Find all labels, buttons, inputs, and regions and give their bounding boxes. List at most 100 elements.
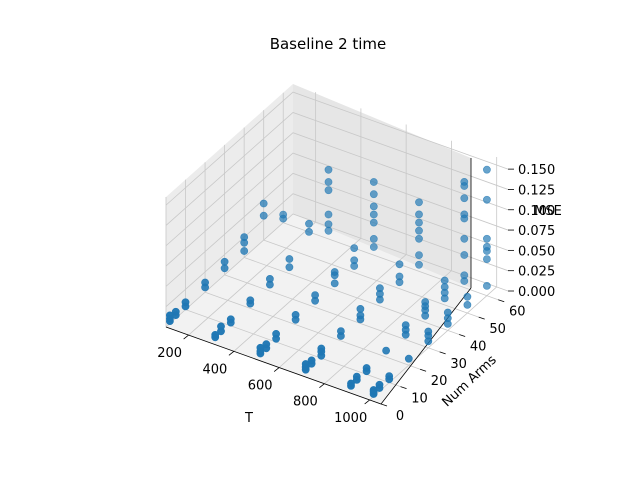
data-point <box>324 178 333 186</box>
x-tick-label: 200 <box>157 346 182 361</box>
data-point <box>460 234 469 243</box>
data-point <box>165 311 174 320</box>
data-point <box>415 226 423 235</box>
data-point <box>401 321 410 329</box>
data-point <box>324 226 333 235</box>
y-tick-label: 40 <box>470 339 487 354</box>
data-point <box>369 243 378 251</box>
y-tick-label: 10 <box>411 392 428 407</box>
data-point <box>217 322 225 331</box>
y-tick-mark <box>419 368 427 372</box>
y-tick-mark <box>439 351 446 355</box>
data-point <box>311 291 319 299</box>
data-point <box>482 234 491 243</box>
data-point <box>226 315 235 324</box>
data-point <box>356 304 365 313</box>
data-point <box>395 260 404 269</box>
data-point <box>404 354 413 363</box>
x-tick-mark <box>273 367 280 372</box>
chart-title: Baseline 2 time <box>270 35 387 53</box>
left-wall-pane <box>166 84 293 327</box>
z-tick-label: 0.075 <box>518 224 555 239</box>
z-tick-label: 0.025 <box>518 265 555 280</box>
z-gridline <box>165 152 509 267</box>
z-axis-label: MSE <box>534 204 562 219</box>
data-point <box>324 186 333 195</box>
data-point <box>285 255 294 263</box>
x-tick-label: 400 <box>202 362 227 377</box>
data-point <box>460 177 469 186</box>
y-tick-mark <box>459 334 466 337</box>
data-point <box>272 329 280 338</box>
data-point <box>440 283 449 291</box>
data-point <box>181 298 190 307</box>
data-point <box>369 210 378 219</box>
data-point <box>330 268 339 276</box>
gridlines <box>165 91 509 405</box>
axis-lines <box>165 158 514 407</box>
data-point <box>369 386 378 394</box>
data-point <box>259 199 268 208</box>
x-tick-mark <box>183 334 189 340</box>
x-axis-label: T <box>244 411 253 426</box>
y-tick-mark <box>400 386 407 389</box>
data-point <box>305 219 313 228</box>
data-point <box>460 251 469 259</box>
data-point <box>460 194 469 203</box>
data-point <box>415 210 423 219</box>
data-point <box>265 274 274 283</box>
floor-pane <box>166 214 471 404</box>
data-point <box>317 344 326 353</box>
data-point <box>482 255 491 263</box>
y-tick-mark <box>380 403 388 407</box>
data-point <box>395 272 404 281</box>
data-point <box>369 178 378 186</box>
data-point <box>463 292 472 301</box>
z-tick-label: 0.050 <box>518 244 555 259</box>
y-axis-label: Num Arms <box>440 353 500 411</box>
y-tick-label: 60 <box>509 305 526 320</box>
data-point <box>305 227 313 236</box>
data-point <box>460 210 469 219</box>
x-tick-mark <box>364 399 370 405</box>
y-tick-mark <box>478 316 485 320</box>
data-point <box>424 327 433 336</box>
data-point <box>246 296 255 305</box>
y-axis-line <box>380 287 472 405</box>
data-point <box>279 210 288 219</box>
data-point <box>369 234 378 243</box>
y-tick-mark <box>498 299 505 303</box>
data-point <box>171 307 180 316</box>
data-point <box>369 190 378 199</box>
data-point <box>440 276 449 285</box>
data-point <box>362 364 371 372</box>
data-point <box>350 244 359 252</box>
data-point <box>324 210 333 219</box>
data-point <box>415 198 423 207</box>
z-tick-label: 0.000 <box>518 285 555 300</box>
data-point <box>201 278 209 287</box>
z-gridline <box>165 91 509 206</box>
x-axis-line <box>165 326 382 405</box>
z-tick-label: 0.125 <box>518 183 555 198</box>
x-tick-label: 1000 <box>334 411 367 426</box>
x-tick-label: 600 <box>248 379 273 394</box>
data-points <box>165 165 491 398</box>
data-point <box>415 218 423 227</box>
data-point <box>324 220 333 229</box>
data-point <box>415 234 423 243</box>
data-point <box>443 308 452 317</box>
data-point <box>375 380 384 389</box>
y-tick-label: 50 <box>489 322 506 337</box>
data-point <box>369 218 378 227</box>
z-gridline <box>165 111 509 226</box>
z-gridline <box>165 132 509 247</box>
z-gridline <box>165 193 509 307</box>
data-point <box>259 211 268 220</box>
data-point <box>482 195 491 204</box>
data-point <box>240 247 249 255</box>
back-wall-pane <box>293 84 471 288</box>
z-tick-label: 0.100 <box>518 204 555 219</box>
data-point <box>330 279 339 288</box>
